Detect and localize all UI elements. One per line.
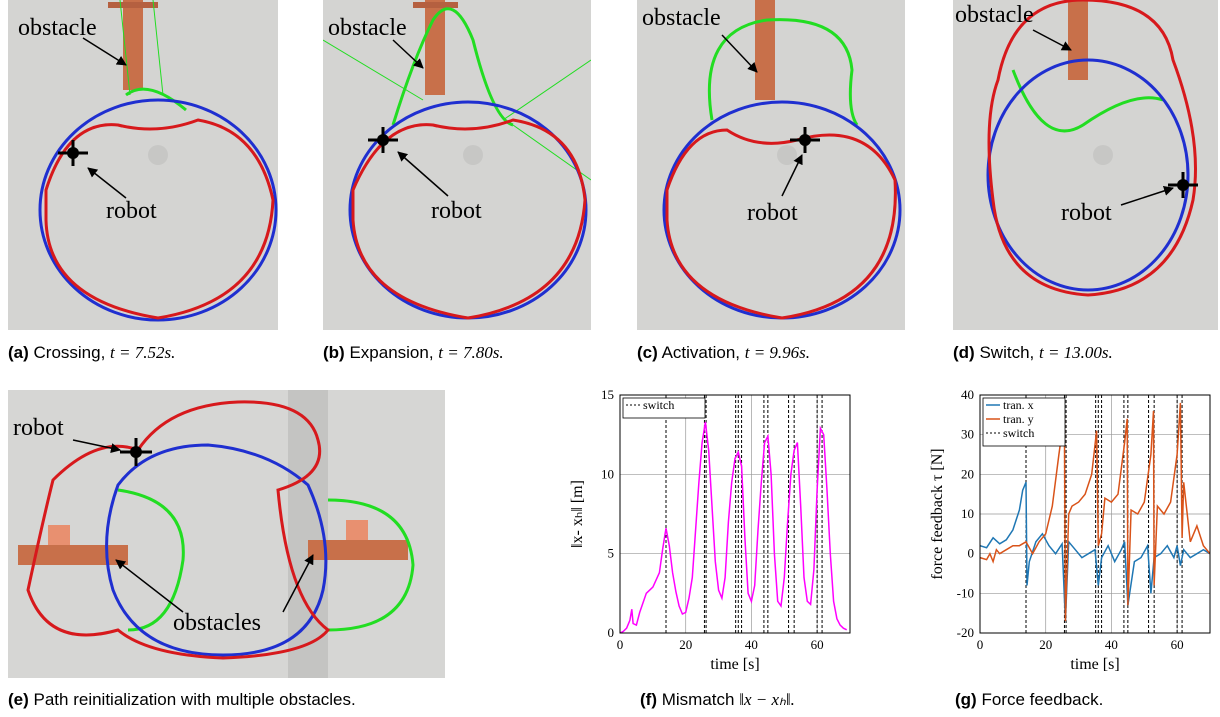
caption-d: (d) Switch, t = 13.00s. xyxy=(953,343,1113,362)
robot-marker xyxy=(790,127,820,153)
series-line-0 xyxy=(979,482,1211,622)
plot-frame xyxy=(979,394,1211,634)
legend-box xyxy=(982,397,1066,447)
legend-box xyxy=(622,397,706,419)
robot-label: robot xyxy=(1061,200,1112,226)
ground-texture xyxy=(8,390,445,678)
x-axis-label: time [s] xyxy=(1070,656,1119,673)
panel-e-image: robot obstacles xyxy=(8,390,445,678)
robot-label: robot xyxy=(747,200,798,226)
x-tick-label: 40 xyxy=(1105,637,1118,652)
obstacle-right xyxy=(308,520,408,560)
obstacle-pole xyxy=(108,0,158,90)
legend-label: tran. y xyxy=(1003,412,1034,426)
panel-c-image: obstacle robot xyxy=(637,0,905,330)
blue-path xyxy=(986,58,1190,292)
robot-marker xyxy=(1168,172,1198,198)
chart-mismatch: 0 20 40 60 0 5 10 15 time [s] ‖x- xₕ‖ [m] switch xyxy=(569,387,851,673)
red-path xyxy=(351,118,587,320)
panel-d-image: obstacle robot xyxy=(953,0,1218,330)
plot-frame xyxy=(619,394,851,634)
robot-marker xyxy=(368,127,398,153)
y-tick-label: 40 xyxy=(961,387,974,402)
series-line-0 xyxy=(619,421,848,634)
caption-b: (b) Expansion, t = 7.80s. xyxy=(323,343,504,362)
y-tick-label: 15 xyxy=(601,387,614,402)
robot-label: robot xyxy=(431,198,482,224)
y-tick-label: -20 xyxy=(957,625,974,640)
obstacles-label: obstacles xyxy=(173,610,261,636)
red-path xyxy=(26,400,331,660)
panel-a-image: obstacle robot xyxy=(8,0,278,330)
caption-a: (a) Crossing, t = 7.52s. xyxy=(8,343,176,362)
obstacle-pole xyxy=(755,0,775,100)
x-tick-label: 20 xyxy=(1039,637,1052,652)
green-path-left xyxy=(117,488,185,632)
x-tick-label: 20 xyxy=(679,637,692,652)
series-line-1 xyxy=(979,402,1211,622)
y-tick-label: 5 xyxy=(608,546,615,561)
x-axis-label: time [s] xyxy=(710,656,759,673)
y-tick-label: 10 xyxy=(961,506,974,521)
robot-label: robot xyxy=(106,198,157,224)
obstacle-label: obstacle xyxy=(955,2,1034,28)
obstacle-left xyxy=(18,525,128,565)
y-tick-label: 10 xyxy=(601,466,614,481)
red-path xyxy=(665,128,897,320)
obstacle-label: obstacle xyxy=(642,5,721,31)
robot-label: robot xyxy=(13,415,64,441)
caption-c: (c) Activation, t = 9.96s. xyxy=(637,343,811,362)
x-tick-label: 40 xyxy=(745,637,758,652)
panel-b-image: obstacle robot xyxy=(323,0,591,330)
legend-label: tran. x xyxy=(1003,398,1034,412)
obstacle-pole xyxy=(1068,0,1088,80)
blue-path xyxy=(38,98,278,322)
legend-label: switch xyxy=(1003,426,1034,440)
robot-marker xyxy=(120,438,152,466)
y-tick-label: 20 xyxy=(961,466,974,481)
x-tick-label: 0 xyxy=(977,637,984,652)
green-path xyxy=(1011,69,1164,133)
ground-texture xyxy=(323,0,591,330)
green-path xyxy=(125,87,187,112)
caption-g: (g) Force feedback. xyxy=(955,690,1104,709)
x-tick-label: 0 xyxy=(617,637,624,652)
caption-e: (e) Path reinitialization with multiple … xyxy=(8,690,356,709)
obstacle-label: obstacle xyxy=(328,15,407,41)
x-tick-label: 60 xyxy=(1171,637,1184,652)
x-tick-label: 60 xyxy=(811,637,824,652)
y-tick-label: 0 xyxy=(608,625,615,640)
red-path xyxy=(987,0,1197,297)
y-tick-label: 30 xyxy=(961,427,974,442)
caption-f: (f) Mismatch ‖x − xₕ‖. xyxy=(640,690,795,709)
legend-label: switch xyxy=(643,398,674,412)
y-tick-label: 0 xyxy=(968,546,975,561)
y-tick-label: -10 xyxy=(957,585,974,600)
green-path xyxy=(707,18,859,126)
robot-marker xyxy=(58,140,88,166)
red-path xyxy=(44,118,275,320)
obstacle-label: obstacle xyxy=(18,15,97,41)
green-path-right xyxy=(327,498,415,632)
y-axis-label: force feedback τ [N] xyxy=(929,448,946,579)
y-axis-label: ‖x- xₕ‖ [m] xyxy=(569,480,586,548)
blue-path xyxy=(105,443,328,657)
chart-force-feedback: 0 20 40 60 -20 -10 0 10 20 30 40 time [s] force feed… xyxy=(929,387,1211,673)
